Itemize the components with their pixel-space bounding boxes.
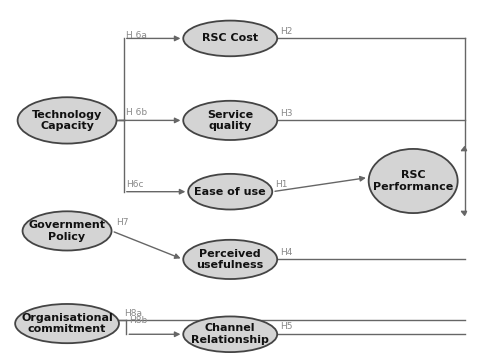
- Text: RSC Cost: RSC Cost: [202, 33, 258, 43]
- Text: H3: H3: [280, 109, 292, 118]
- Text: Organisational
commitment: Organisational commitment: [21, 313, 113, 334]
- Text: RSC
Performance: RSC Performance: [373, 170, 454, 192]
- Text: H7: H7: [116, 218, 129, 227]
- Text: Government
Policy: Government Policy: [28, 220, 106, 242]
- Ellipse shape: [368, 149, 458, 213]
- Text: H4: H4: [280, 248, 292, 257]
- Ellipse shape: [15, 304, 119, 343]
- Ellipse shape: [183, 240, 277, 279]
- Text: Channel
Relationship: Channel Relationship: [192, 324, 269, 345]
- Text: Service
quality: Service quality: [207, 110, 254, 131]
- Ellipse shape: [183, 101, 277, 140]
- Text: H6c: H6c: [126, 180, 144, 189]
- Text: H1: H1: [274, 180, 287, 189]
- Ellipse shape: [188, 174, 272, 210]
- Ellipse shape: [183, 316, 277, 352]
- Ellipse shape: [183, 21, 277, 56]
- Text: Technology
Capacity: Technology Capacity: [32, 110, 102, 131]
- Ellipse shape: [18, 97, 116, 144]
- Text: H2: H2: [280, 26, 292, 35]
- Ellipse shape: [22, 211, 112, 251]
- Text: H8a: H8a: [124, 309, 142, 318]
- Text: H5: H5: [280, 323, 292, 332]
- Text: Perceived
usefulness: Perceived usefulness: [196, 249, 264, 270]
- Text: H 6b: H 6b: [126, 108, 148, 117]
- Text: Ease of use: Ease of use: [194, 187, 266, 197]
- Text: H 6a: H 6a: [126, 31, 148, 40]
- Text: H8b: H8b: [129, 316, 147, 325]
